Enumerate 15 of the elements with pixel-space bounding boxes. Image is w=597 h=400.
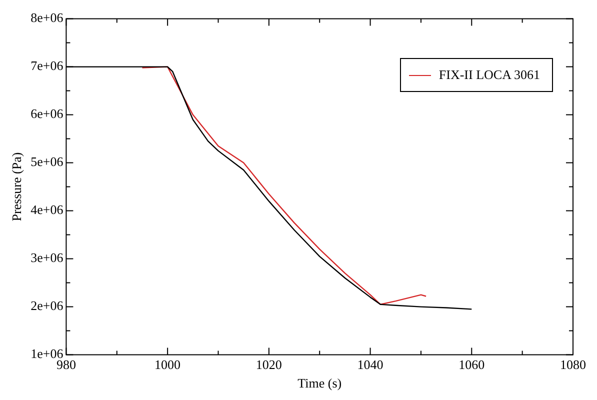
x-axis-title: Time (s) xyxy=(298,376,342,391)
x-tick-label: 1000 xyxy=(154,357,181,372)
y-tick-label: 4e+06 xyxy=(30,202,64,218)
y-tick-label: 2e+06 xyxy=(30,298,64,314)
y-axis-title: Pressure (Pa) xyxy=(9,152,24,222)
y-tick-label: 5e+06 xyxy=(30,154,64,170)
y-tick-label: 6e+06 xyxy=(30,106,64,122)
y-tick-label: 7e+06 xyxy=(30,58,64,74)
y-tick-label: 3e+06 xyxy=(30,250,64,266)
x-tick-label: 1060 xyxy=(458,357,485,372)
legend-label: FIX-II LOCA 3061 xyxy=(438,66,540,84)
x-tick-label: 1020 xyxy=(256,357,282,372)
y-tick-label: 8e+06 xyxy=(30,10,64,26)
x-tick-label: 1040 xyxy=(357,357,384,372)
x-tick-label: 1080 xyxy=(560,357,586,372)
